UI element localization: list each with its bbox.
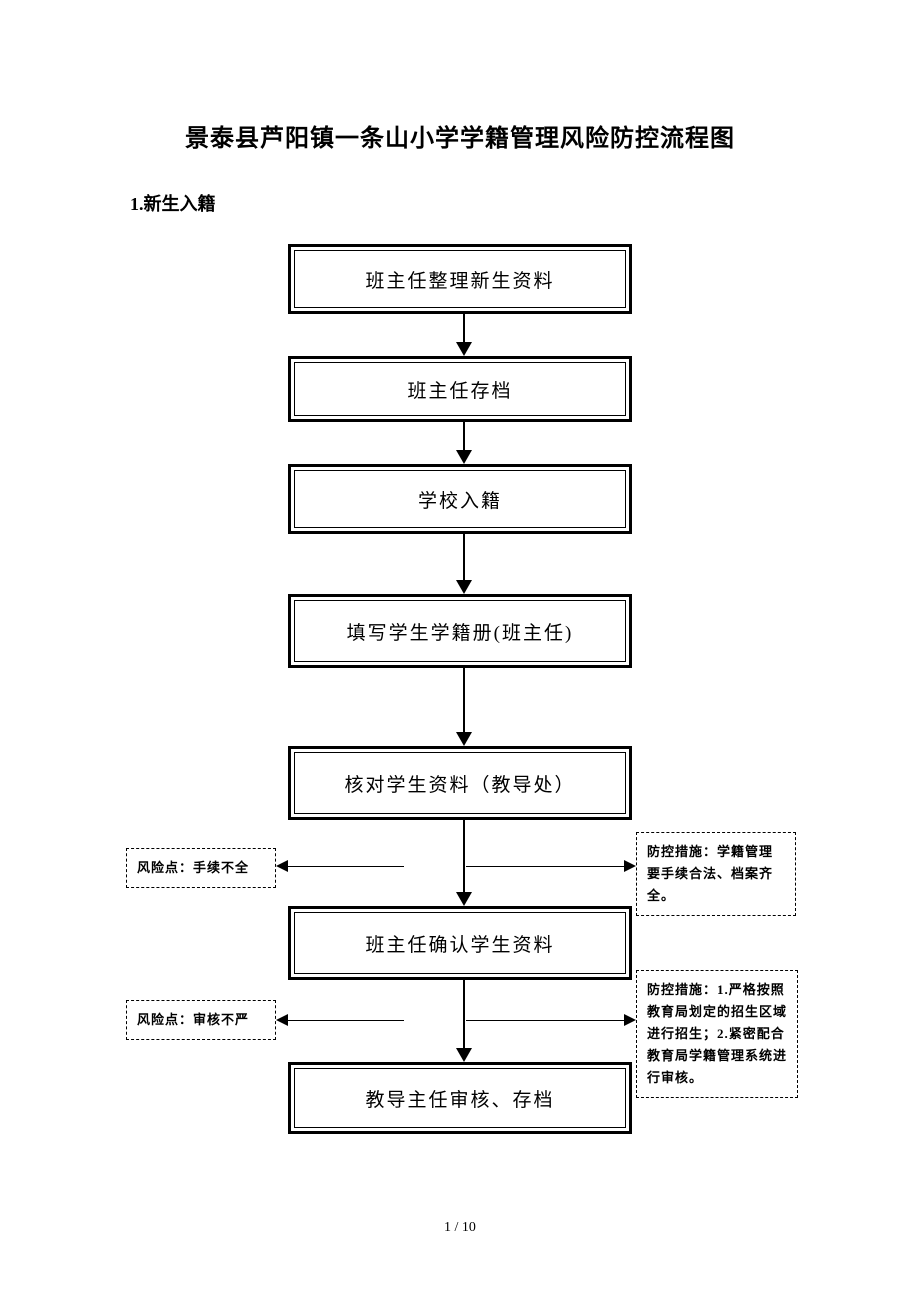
arrow-left-icon [276, 860, 404, 872]
page-title: 景泰县芦阳镇一条山小学学籍管理风险防控流程图 [0, 118, 920, 153]
flow-node-2: 班主任存档 [288, 356, 632, 422]
arrow-right-icon [466, 1014, 636, 1026]
note-label: 风险点：审核不严 [137, 1012, 249, 1027]
flow-node-label: 学校入籍 [418, 486, 502, 513]
arrow-down-icon [456, 422, 472, 464]
flow-node-3: 学校入籍 [288, 464, 632, 534]
risk-note-2: 风险点：审核不严 [126, 1000, 276, 1040]
flow-node-label: 核对学生资料（教导处） [344, 770, 575, 797]
note-label: 风险点：手续不全 [137, 860, 249, 875]
risk-note-1: 风险点：手续不全 [126, 848, 276, 888]
arrow-left-icon [276, 1014, 404, 1026]
page-footer: 1 / 10 [0, 1220, 920, 1236]
measure-note-1: 防控措施：学籍管理要手续合法、档案齐全。 [636, 832, 796, 916]
flow-node-6: 班主任确认学生资料 [288, 906, 632, 980]
flow-node-7: 教导主任审核、存档 [288, 1062, 632, 1134]
measure-note-2: 防控措施：1.严格按照教育局划定的招生区域进行招生；2.紧密配合教育局学籍管理系… [636, 970, 798, 1098]
flow-node-1: 班主任整理新生资料 [288, 244, 632, 314]
flow-node-5: 核对学生资料（教导处） [288, 746, 632, 820]
flow-node-label: 班主任确认学生资料 [365, 930, 554, 957]
note-label: 防控措施：学籍管理要手续合法、档案齐全。 [647, 844, 773, 903]
flow-node-label: 班主任存档 [407, 376, 512, 403]
flow-node-label: 班主任整理新生资料 [365, 266, 554, 293]
arrow-down-icon [456, 314, 472, 356]
section-subtitle: 1.新生入籍 [130, 190, 216, 216]
arrow-down-icon [456, 668, 472, 746]
flow-node-label: 填写学生学籍册(班主任) [347, 618, 574, 645]
arrow-right-icon [466, 860, 636, 872]
flow-node-4: 填写学生学籍册(班主任) [288, 594, 632, 668]
flow-node-label: 教导主任审核、存档 [365, 1085, 554, 1112]
note-label: 防控措施：1.严格按照教育局划定的招生区域进行招生；2.紧密配合教育局学籍管理系… [647, 982, 787, 1085]
arrow-down-icon [456, 534, 472, 594]
